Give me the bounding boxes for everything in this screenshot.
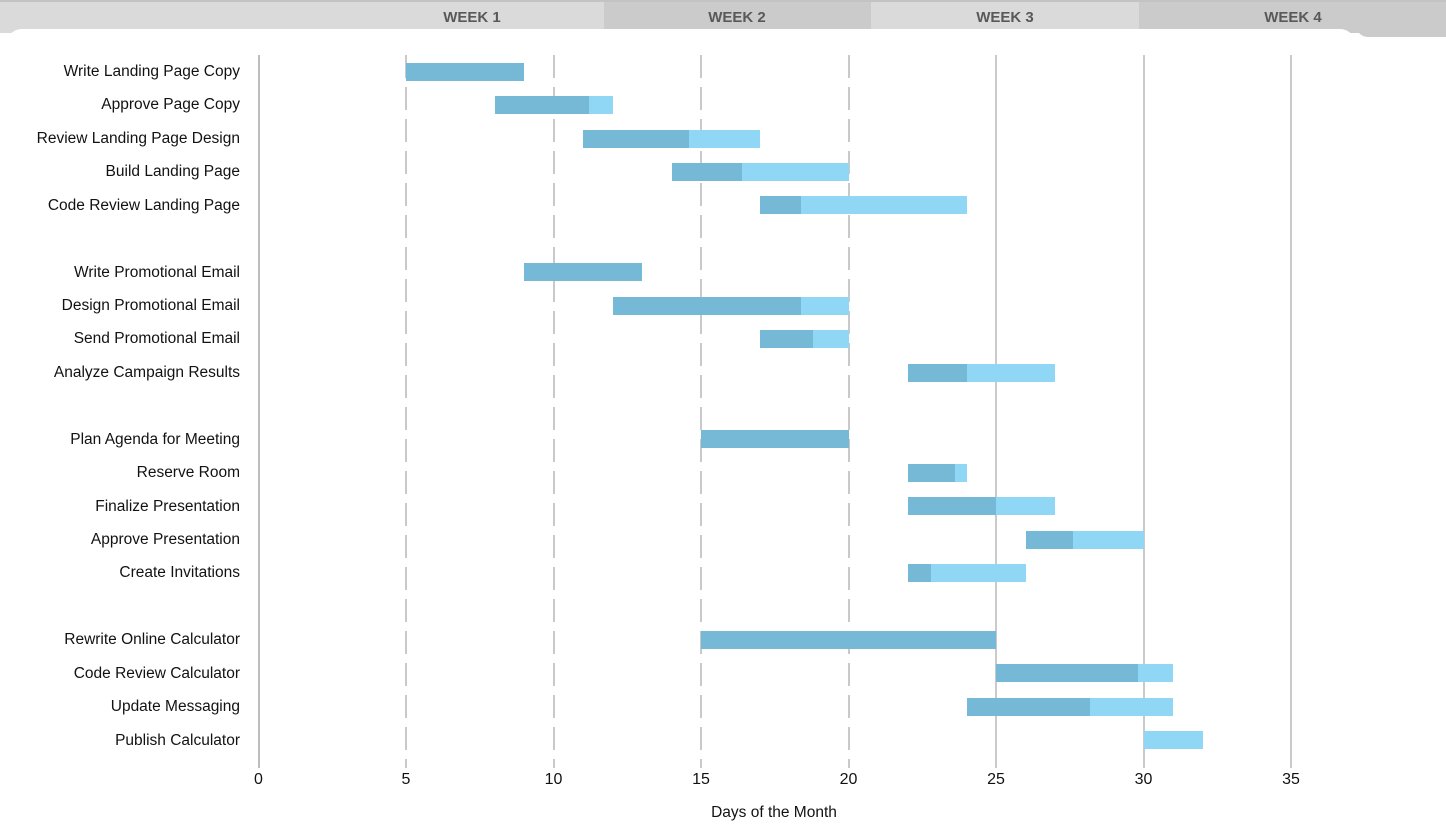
task-bar [907,497,1055,516]
task-label: Design Promotional Email [61,297,240,314]
task-bar-complete [612,296,802,315]
week-2-band: WEEK 2 [604,2,871,33]
task-label: Build Landing Page [105,163,240,181]
task-bar [671,163,849,181]
x-tick-label: 15 [692,771,710,788]
x-tick-label: 0 [254,771,263,788]
week-1-label: WEEK 1 [443,8,501,26]
task-label: Create Invitations [119,564,240,582]
task-label: Code Review Calculator [73,664,240,682]
task-bar-complete [701,430,849,449]
task-bar-complete [907,497,996,516]
task-label: Rewrite Online Calculator [64,631,240,649]
task-label: Update Messaging [110,698,240,716]
task-bar [966,697,1173,716]
task-bar-complete [907,564,932,583]
task-bar [907,363,1055,382]
task-bar [907,463,967,482]
x-tick-label: 10 [544,771,563,788]
week-4-label: WEEK 4 [1264,8,1322,26]
gridline-day-15 [700,55,702,768]
task-bar [701,631,996,650]
x-tick-label: 30 [1134,771,1153,788]
task-bar [406,62,524,81]
task-label: Finalize Presentation [95,497,240,515]
task-bar-complete [996,664,1138,683]
plot-panel-corner [6,29,1356,63]
week-2-label: WEEK 2 [708,8,766,26]
gridline-day-10 [552,55,555,768]
gridline-day-0 [257,55,260,768]
task-label: Publish Calculator [115,731,240,749]
task-label: Review Landing Page Design [36,129,240,147]
task-bar-complete [760,196,802,215]
week-3-band: WEEK 3 [871,2,1139,33]
task-bar [907,564,1026,583]
week-3-label: WEEK 3 [976,8,1034,26]
gridline-day-20 [847,55,850,768]
task-bar-complete [671,163,743,181]
task-bar-complete [524,263,642,282]
task-bar [494,96,613,115]
gridline-day-35 [1290,55,1292,768]
x-tick-label: 25 [987,771,1005,788]
task-bar-complete [907,363,967,382]
task-bar [760,196,967,215]
task-bar [1025,530,1144,549]
task-bar-complete [966,697,1091,716]
task-bar [612,296,849,315]
task-bar-complete [1025,530,1073,549]
task-bar [701,430,849,449]
header-tail [1356,2,1446,37]
x-axis-title: Days of the Month [711,804,837,821]
task-label: Code Review Landing Page [47,196,240,214]
task-label: Approve Presentation [90,531,240,549]
task-bar-complete [760,330,814,349]
week-1-band: WEEK 1 [0,2,604,33]
task-bar-complete [701,631,996,650]
task-label: Write Landing Page Copy [63,63,240,80]
header-top-edge [0,0,1446,2]
task-label: Analyze Campaign Results [53,363,240,381]
task-bar [760,330,849,349]
task-bar-complete [406,62,524,81]
task-bar-complete [494,96,589,115]
gridline-day-25 [995,55,997,768]
x-tick-label: 20 [839,771,858,788]
task-label: Plan Agenda for Meeting [70,430,240,448]
x-tick-label: 5 [401,771,411,788]
task-label: Send Promotional Email [73,330,240,348]
task-bar-complete [907,463,955,482]
gridline-day-5 [405,55,407,768]
task-bar [996,664,1173,683]
task-bar [1143,731,1203,750]
task-bar-complete [583,129,690,148]
task-label: Reserve Room [136,464,240,482]
gridline-day-30 [1142,55,1145,768]
task-label: Write Promotional Email [74,263,240,281]
task-bar [524,263,642,282]
task-bar [583,129,760,148]
task-label: Approve Page Copy [101,96,240,114]
x-tick-label: 35 [1282,771,1300,788]
